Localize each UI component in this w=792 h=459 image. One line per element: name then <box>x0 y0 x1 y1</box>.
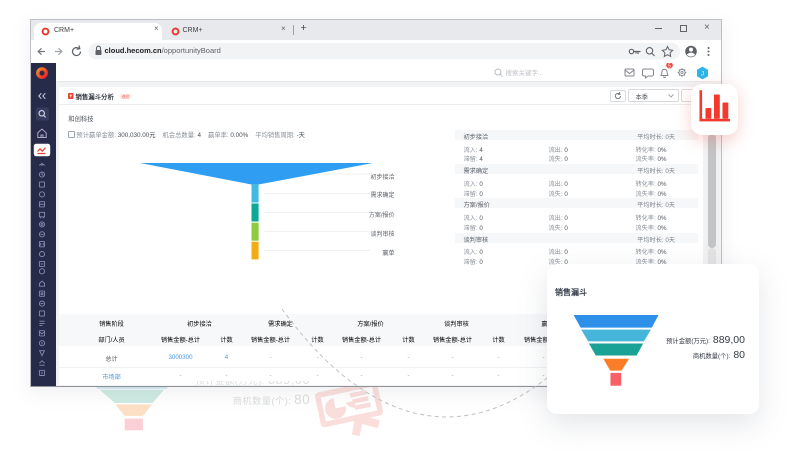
svg-text:5: 5 <box>668 63 671 69</box>
svg-text:J: J <box>701 71 704 77</box>
